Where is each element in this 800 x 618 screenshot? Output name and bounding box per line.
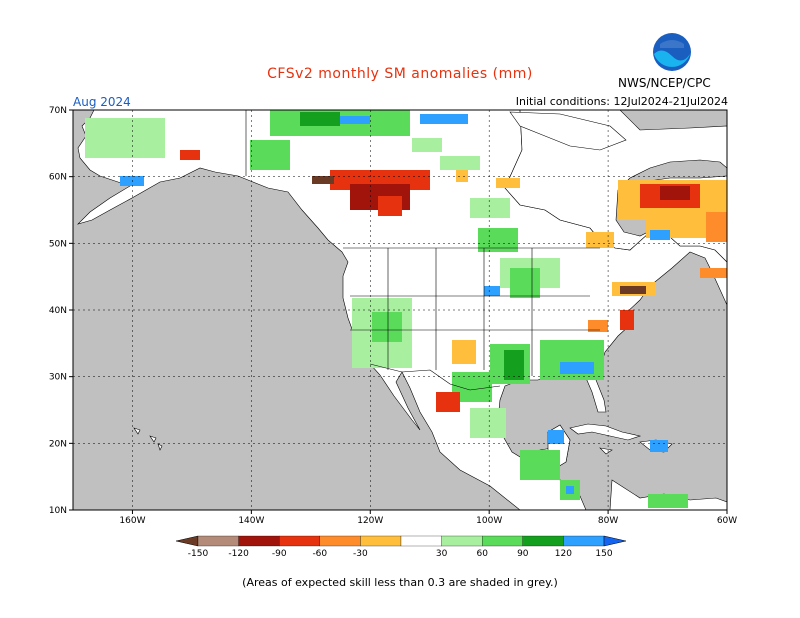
latitude-label: 70N bbox=[49, 106, 67, 116]
latitude-label: 60N bbox=[49, 173, 67, 183]
latitude-label: 20N bbox=[49, 439, 67, 449]
map-title: CFSv2 monthly SM anomalies (mm) bbox=[267, 66, 533, 82]
longitude-axis: 160W 140W 120W 100W 80W 60W bbox=[119, 510, 737, 526]
longitude-label: 80W bbox=[598, 516, 618, 526]
longitude-label: 60W bbox=[717, 516, 737, 526]
colorbar-label: 60 bbox=[476, 549, 488, 559]
colorbar-segment bbox=[319, 535, 361, 547]
borders bbox=[245, 110, 600, 391]
latitude-label: 30N bbox=[49, 373, 67, 383]
graticule bbox=[73, 110, 727, 510]
colorbar: -150 -120 -90 -60 -30 30 60 90 120 150 bbox=[175, 535, 627, 559]
colorbar-segment bbox=[522, 535, 564, 547]
colorbar-segment bbox=[360, 535, 402, 547]
longitude-label: 140W bbox=[238, 516, 264, 526]
colorbar-label: -150 bbox=[188, 549, 209, 559]
colorbar-label: -120 bbox=[228, 549, 249, 559]
colorbar-segment bbox=[279, 535, 320, 547]
colorbar-segment bbox=[482, 535, 523, 547]
colorbar-label: 120 bbox=[555, 549, 572, 559]
colorbar-label: -90 bbox=[272, 549, 287, 559]
colorbar-segment bbox=[197, 535, 239, 547]
latitude-axis: 70N 60N 50N 40N 30N 20N 10N bbox=[49, 106, 73, 516]
colorbar-segment bbox=[238, 535, 280, 547]
colorbar-segment bbox=[563, 535, 605, 547]
agency-label: NWS/NCEP/CPC bbox=[618, 76, 711, 90]
colorbar-segment bbox=[441, 535, 483, 547]
colorbar-label: 90 bbox=[517, 549, 529, 559]
longitude-label: 100W bbox=[476, 516, 502, 526]
colorbar-low-arrow bbox=[175, 535, 199, 547]
noaa-logo bbox=[652, 32, 692, 72]
initial-conditions: Initial conditions: 12Jul2024-21Jul2024 bbox=[515, 95, 728, 108]
colorbar-label: -60 bbox=[312, 549, 327, 559]
latitude-label: 10N bbox=[49, 506, 67, 516]
longitude-label: 120W bbox=[357, 516, 383, 526]
colorbar-label: 30 bbox=[436, 549, 448, 559]
footnote: (Areas of expected skill less than 0.3 a… bbox=[242, 576, 558, 589]
anomaly-cells bbox=[85, 110, 727, 508]
colorbar-high-arrow bbox=[603, 535, 627, 547]
latitude-label: 40N bbox=[49, 306, 67, 316]
colorbar-segment bbox=[400, 535, 442, 547]
forecast-period: Aug 2024 bbox=[73, 95, 131, 109]
longitude-label: 160W bbox=[119, 516, 145, 526]
latitude-label: 50N bbox=[49, 239, 67, 249]
colorbar-label: -30 bbox=[353, 549, 368, 559]
colorbar-label: 150 bbox=[595, 549, 612, 559]
